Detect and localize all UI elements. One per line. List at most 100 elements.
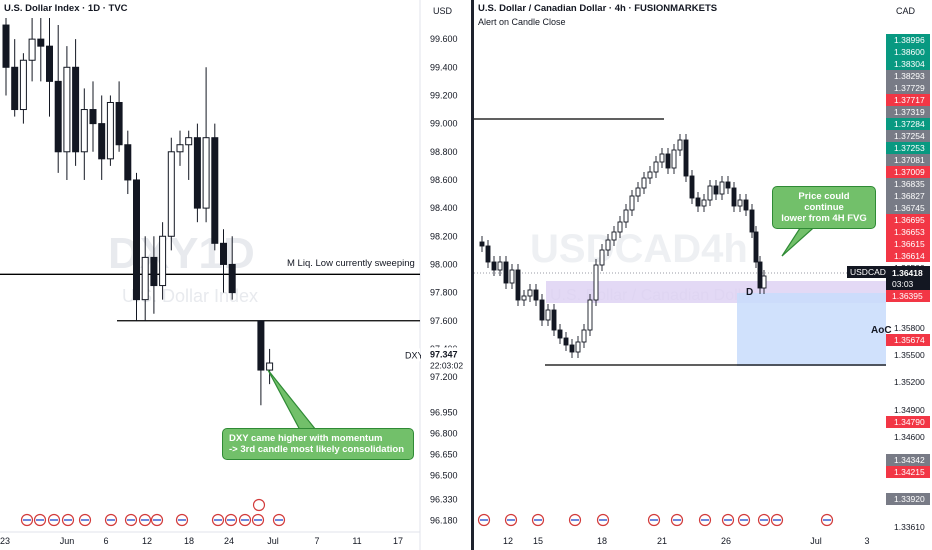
dxy-x-tick-label: 6 — [103, 536, 108, 546]
usdcad-y-tick-box — [886, 466, 930, 478]
dxy-candle-body — [124, 144, 132, 181]
dxy-candle-body — [193, 137, 201, 209]
dxy-price-time: 22:03:02 — [430, 360, 463, 370]
dxy-candle-body — [115, 101, 123, 146]
dxy-candle-body — [19, 59, 27, 111]
usdcad-candle-body — [539, 299, 545, 321]
usdcad-y-tick-box — [886, 154, 930, 166]
usdcad-candle-body — [653, 161, 659, 173]
usdcad-candle-body — [623, 209, 629, 223]
usdcad-candle-body — [719, 181, 725, 195]
dxy-callout-line-2: -> 3rd candle most likely consolidation — [229, 444, 405, 455]
usdcad-y-tick-label: 1.36615 — [894, 239, 925, 249]
usdcad-candle-body — [753, 231, 759, 263]
dxy-y-tick-label: 99.600 — [430, 34, 458, 44]
usdcad-candle-body — [689, 175, 695, 199]
usdcad-y-tick-box — [886, 106, 930, 118]
dxy-chart-panel[interactable]: DXY1D U.S. Dollar Index 99.600 99.400 99.200… — [0, 0, 471, 550]
usdcad-callout-line-2: lower from 4H FVG — [781, 213, 867, 224]
usdcad-candle-body — [665, 153, 671, 169]
dxy-candle-body — [159, 235, 167, 287]
dxy-callout: DXY came higher with momentum -> 3rd can… — [222, 428, 414, 460]
usdcad-y-tick-label: 1.38293 — [894, 71, 925, 81]
usdcad-candle-body — [683, 139, 689, 177]
dxy-candle-body — [37, 38, 45, 47]
usdcad-y-tick-box — [886, 70, 930, 82]
dxy-candle-body — [266, 362, 274, 371]
usdcad-candle-body — [575, 341, 581, 353]
usdcad-price-value: 1.36418 — [892, 268, 923, 278]
dxy-x-tick-label: 12 — [142, 536, 152, 546]
usdcad-currency-label: CAD — [896, 6, 916, 16]
usdcad-y-tick-box — [886, 238, 930, 250]
dxy-x-tick-label: 24 — [224, 536, 234, 546]
usdcad-y-tick-label: 1.36745 — [894, 203, 925, 213]
usdcad-watermark-ticker: USDCAD4h — [530, 227, 748, 271]
dxy-x-tick-label: 23 — [0, 536, 10, 546]
usdcad-y-tick-box — [886, 94, 930, 106]
usdcad-y-tick-label: 1.34342 — [894, 455, 925, 465]
dxy-price-ticker-label: DXY — [405, 350, 424, 360]
usdcad-y-tick-box — [886, 178, 930, 190]
dxy-y-tick-label: 98.400 — [430, 203, 458, 213]
usdcad-callout-line-1: Price could continue — [798, 191, 850, 213]
usdcad-candle-body — [545, 309, 551, 321]
usdcad-candle-body — [641, 177, 647, 189]
usdcad-x-tick-label: 18 — [597, 536, 607, 546]
dxy-level-label: M Liq. Low currently sweeping — [287, 258, 415, 269]
usdcad-price-2-box — [886, 290, 930, 302]
usdcad-chart-panel[interactable]: USDCAD4hU.S. Dollar / Canadian Dollar1.3… — [474, 0, 932, 550]
dxy-y-tick-label: 96.180 — [430, 516, 458, 526]
dxy-candle-body — [257, 320, 265, 371]
usdcad-x-tick-label: 26 — [721, 536, 731, 546]
usdcad-y-tick-box — [886, 34, 930, 46]
usdcad-y-tick-box — [886, 202, 930, 214]
dxy-candle-body — [141, 256, 149, 301]
dxy-candle-body — [228, 263, 236, 294]
usdcad-y-tick-box — [886, 214, 930, 226]
usdcad-price-time: 03:03 — [892, 279, 914, 289]
usdcad-y-tick-label: 1.38600 — [894, 47, 925, 57]
dxy-watermark-name: U.S. Dollar Index — [122, 286, 258, 306]
usdcad-candle-body — [521, 295, 527, 301]
usdcad-y-tick-label: 1.33610 — [894, 522, 925, 532]
usdcad-callout: Price could continue lower from 4H FVG — [772, 186, 876, 229]
dxy-callout-pointer — [267, 369, 318, 431]
dxy-price-value: 97.347 — [430, 349, 458, 359]
usdcad-x-tick-label: 3 — [864, 536, 869, 546]
dxy-candle-body — [72, 66, 80, 153]
usdcad-candle-body — [749, 209, 755, 233]
usdcad-candle-body — [605, 239, 611, 251]
usdcad-price-box — [886, 266, 930, 290]
dxy-y-tick-label: 99.400 — [430, 62, 458, 72]
dxy-y-tick-label: 96.500 — [430, 471, 458, 481]
usdcad-y-tick-label: 1.34900 — [894, 405, 925, 415]
usdcad-alert-subtitle: Alert on Candle Close — [478, 17, 566, 27]
usdcad-candle-body — [593, 264, 599, 301]
usdcad-y-tick-label: 1.36835 — [894, 179, 925, 189]
dxy-candle-body — [98, 123, 106, 160]
usdcad-candle-body — [509, 269, 515, 284]
usdcad-candle-body — [731, 187, 737, 207]
usdcad-candle-body — [713, 185, 719, 195]
dxy-y-tick-label: 96.950 — [430, 407, 458, 417]
usdcad-y-tick-label: 1.34600 — [894, 432, 925, 442]
usdcad-y-tick-label: 1.33920 — [894, 494, 925, 504]
dxy-x-tick-label: 11 — [352, 536, 361, 546]
dxy-candle-body — [176, 144, 184, 153]
dxy-callout-line-1: DXY came higher with momentum — [229, 433, 383, 444]
usdcad-candle-body — [527, 289, 533, 297]
usdcad-candlestick-chart[interactable]: USDCAD4hU.S. Dollar / Canadian Dollar1.3… — [474, 0, 932, 550]
usdcad-candle-body — [617, 221, 623, 233]
dxy-candle-body — [28, 38, 36, 61]
usdcad-price-2-label: 1.36395 — [892, 291, 923, 301]
usdcad-y-tick-label: 1.34215 — [894, 467, 925, 477]
usdcad-candle-body — [757, 261, 763, 289]
chart-divider[interactable] — [471, 0, 474, 550]
dxy-candle-body — [167, 151, 175, 237]
usdcad-candle-body — [485, 245, 491, 263]
lightning-event-icon — [252, 498, 266, 512]
usdcad-candle-body — [611, 231, 617, 241]
dxy-x-tick-label: 18 — [184, 536, 194, 546]
